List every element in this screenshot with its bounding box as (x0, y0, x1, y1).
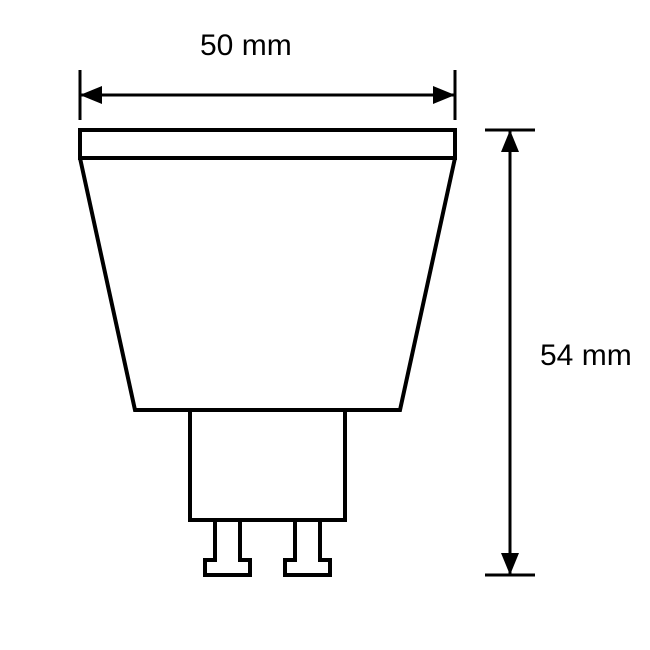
bulb-cup (80, 158, 455, 410)
height-arrow-bottom (501, 553, 519, 575)
bulb-dimension-diagram: 50 mm 54 mm (0, 0, 650, 650)
bulb-pin-right (285, 520, 330, 575)
width-arrow-right (433, 86, 455, 104)
bulb-pin-left (205, 520, 250, 575)
height-arrow-top (501, 130, 519, 152)
bulb-reflector (80, 130, 455, 158)
height-label: 54 mm (540, 339, 632, 372)
bulb-base (190, 410, 345, 520)
width-label: 50 mm (200, 29, 292, 62)
width-arrow-left (80, 86, 102, 104)
